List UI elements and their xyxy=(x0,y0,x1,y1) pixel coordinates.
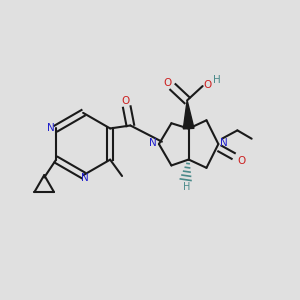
Text: N: N xyxy=(47,124,55,134)
Polygon shape xyxy=(183,100,194,129)
Text: O: O xyxy=(121,95,129,106)
Text: O: O xyxy=(204,80,212,90)
Text: N: N xyxy=(220,138,228,148)
Text: O: O xyxy=(237,156,246,166)
Text: N: N xyxy=(81,172,88,183)
Text: H: H xyxy=(213,75,221,85)
Text: O: O xyxy=(164,77,172,88)
Text: H: H xyxy=(183,182,190,192)
Text: N: N xyxy=(148,138,156,148)
